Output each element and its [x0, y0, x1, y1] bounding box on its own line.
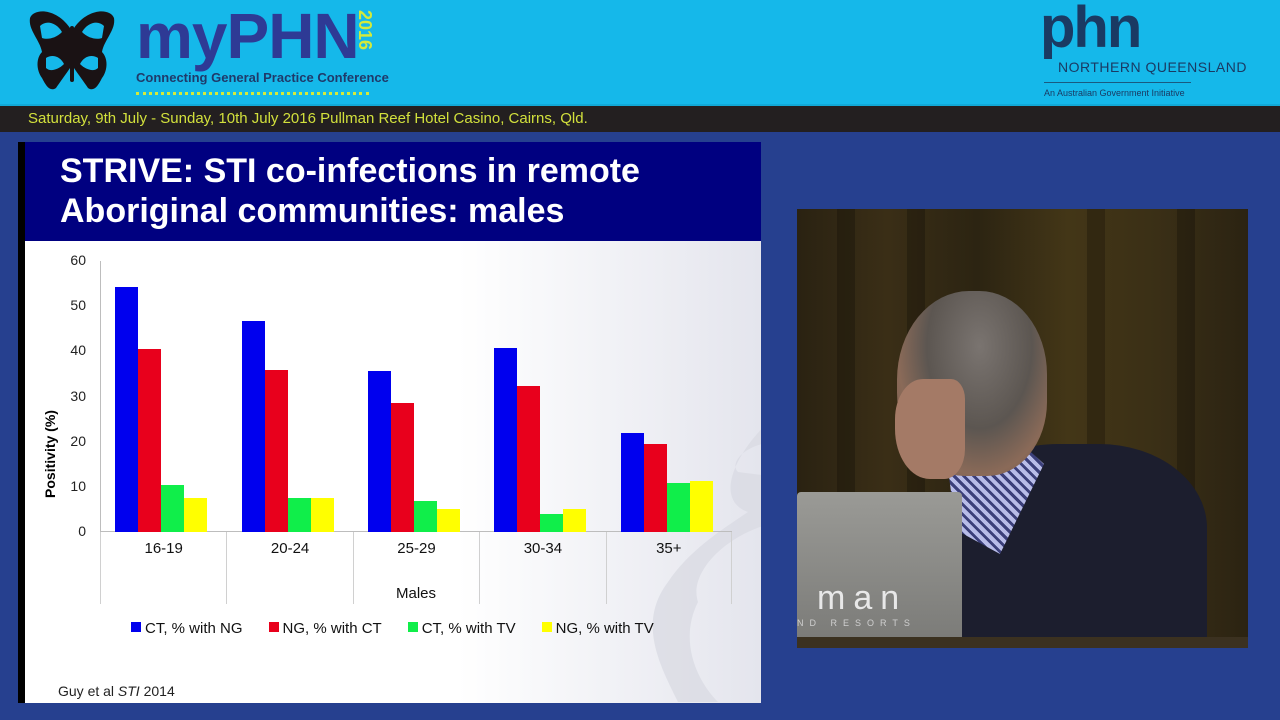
bar-group-25-29 — [368, 261, 460, 532]
legend-label: NG, % with TV — [555, 620, 654, 637]
bar — [666, 483, 690, 532]
legend-item: NG, % with CT — [268, 620, 382, 637]
podium-logo-text: man — [817, 579, 908, 617]
legend-swatch-icon — [541, 622, 552, 632]
bar — [161, 485, 185, 532]
slide-title-line-2: Aboriginal communities: males — [60, 192, 565, 230]
bar-group-20-24 — [241, 261, 334, 532]
bar-group-16-19 — [115, 261, 208, 532]
podium-subtext: ND RESORTS — [797, 618, 916, 628]
bar-chart: Positivity (%) 0 10 20 30 40 50 60 16-19 20-24 2… — [18, 241, 761, 703]
category-cell: 35+ — [605, 532, 732, 604]
presentation-slide: STRIVE: STI co-infections in remote Abor… — [18, 142, 761, 703]
y-tick-label: 50 — [70, 297, 86, 314]
category-label: 20-24 — [270, 540, 310, 557]
slide-title-bar: STRIVE: STI co-infections in remote Abor… — [25, 142, 761, 241]
citation-year: 2014 — [139, 683, 175, 699]
phn-divider — [1044, 82, 1191, 83]
category-cell: 25-29 — [352, 532, 479, 604]
bar — [138, 349, 162, 532]
phn-wordmark: phn — [1040, 0, 1142, 60]
bar — [310, 498, 334, 532]
laptop — [797, 492, 962, 642]
y-tick-label: 40 — [70, 342, 86, 359]
bar — [643, 443, 667, 532]
bar — [517, 386, 541, 532]
legend-label: CT, % with NG — [145, 620, 243, 637]
bar — [115, 287, 139, 532]
phn-northern-queensland-logo: phn NORTHERN QUEENSLAND An Australian Go… — [1040, 0, 1260, 102]
legend-item: CT, % with TV — [407, 620, 516, 637]
speaker-video-feed: man ND RESORTS — [797, 209, 1248, 648]
bar-group-35+ — [620, 261, 713, 532]
bar — [184, 498, 208, 532]
citation: Guy et al STI 2014 — [58, 683, 175, 699]
legend-item: NG, % with TV — [541, 620, 654, 637]
bar — [563, 508, 587, 532]
bar — [540, 513, 564, 532]
bar-group-30-34 — [494, 261, 587, 532]
citation-journal: STI — [117, 683, 140, 699]
plot-area — [100, 261, 732, 532]
decorative-swoosh-icon — [652, 429, 761, 702]
date-location-text: Saturday, 9th July - Sunday, 10th July 2… — [28, 110, 588, 127]
y-tick-label: 10 — [70, 477, 86, 494]
y-axis-line — [100, 261, 101, 532]
category-label: 25-29 — [397, 540, 436, 557]
legend-label: CT, % with TV — [421, 620, 516, 637]
category-cell: 20-24 — [226, 532, 352, 604]
bar — [368, 371, 391, 532]
category-label: 16-19 — [144, 540, 183, 557]
bar — [494, 348, 518, 532]
category-axis: 16-19 20-24 25-29 30-34 35+ — [100, 532, 732, 604]
phn-tagline: An Australian Government Initiative — [1044, 88, 1185, 98]
conference-subtitle: Connecting General Practice Conference — [136, 70, 389, 85]
date-location-bar: Saturday, 9th July - Sunday, 10th July 2… — [0, 104, 1280, 132]
legend-item: CT, % with NG — [131, 620, 243, 637]
butterfly-logo-icon — [29, 11, 115, 90]
bar — [620, 433, 644, 532]
slide-title-line-1: STRIVE: STI co-infections in remote — [60, 152, 640, 190]
brand-year: 2016 — [355, 10, 375, 51]
dotted-divider — [136, 92, 369, 95]
citation-authors: Guy et al — [58, 683, 118, 699]
y-tick-label: 0 — [78, 523, 86, 539]
phn-region: NORTHERN QUEENSLAND — [1058, 59, 1247, 75]
brand-my: my — [136, 0, 227, 72]
category-cell: 16-19 — [100, 532, 226, 604]
legend-swatch-icon — [268, 622, 279, 632]
speaker-face — [895, 379, 965, 479]
category-cell: 30-34 — [479, 532, 605, 604]
slide-left-edge — [18, 142, 25, 703]
y-tick-label: 30 — [70, 387, 86, 404]
bar — [241, 321, 265, 532]
bar — [391, 403, 414, 532]
category-label: 30-34 — [523, 540, 563, 557]
x-axis-label: Males — [395, 585, 436, 602]
category-label: 35+ — [656, 540, 682, 557]
bar — [264, 370, 288, 532]
legend-label: NG, % with CT — [282, 620, 382, 637]
y-axis-label: Positivity (%) — [42, 410, 58, 498]
podium-base — [797, 637, 1248, 648]
y-tick-label: 60 — [70, 252, 86, 268]
legend-swatch-icon — [407, 622, 418, 632]
myphn-logo: myPHN 2016 Connecting General Practice C… — [136, 4, 389, 95]
y-tick-label: 20 — [70, 432, 86, 449]
bar — [437, 508, 460, 532]
brand-phn: PHN — [226, 0, 360, 72]
chart-legend: CT, % with NG NG, % with CT CT, % with TV N… — [131, 620, 680, 640]
legend-swatch-icon — [131, 622, 141, 632]
bar — [287, 498, 311, 532]
bar — [414, 500, 437, 532]
bar — [689, 480, 713, 532]
conference-banner: myPHN 2016 Connecting General Practice C… — [0, 0, 1280, 104]
